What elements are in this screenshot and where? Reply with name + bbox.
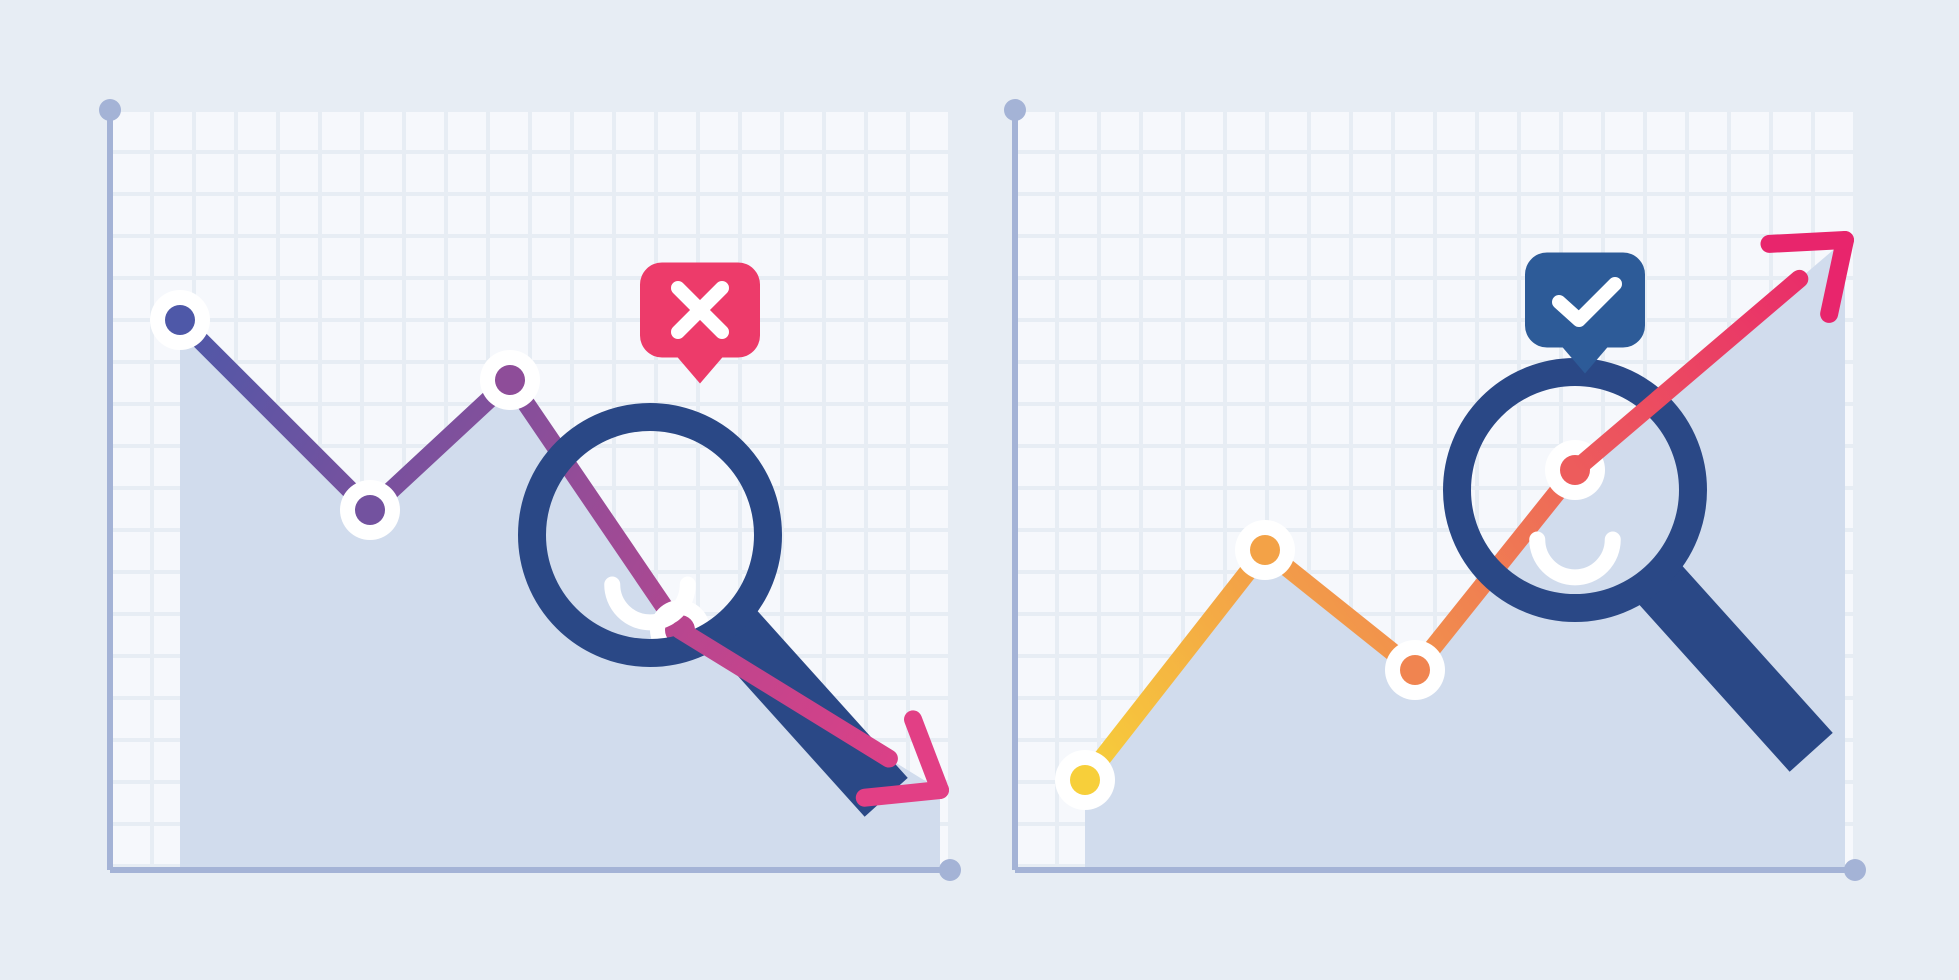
- left-axis-dot-right: [939, 859, 961, 881]
- right-marker-2: [1385, 640, 1445, 700]
- infographic-svg: [0, 0, 1959, 980]
- right-axis-dot-top: [1004, 99, 1026, 121]
- left-chart-panel: [99, 99, 961, 881]
- left-marker-2: [480, 350, 540, 410]
- left-marker-1: [340, 480, 400, 540]
- right-marker-1: [1235, 520, 1295, 580]
- right-chart-panel: [1004, 99, 1866, 881]
- right-axis-dot-right: [1844, 859, 1866, 881]
- left-axis-dot-top: [99, 99, 121, 121]
- left-marker-0: [150, 290, 210, 350]
- infographic-stage: [0, 0, 1959, 980]
- right-marker-0: [1055, 750, 1115, 810]
